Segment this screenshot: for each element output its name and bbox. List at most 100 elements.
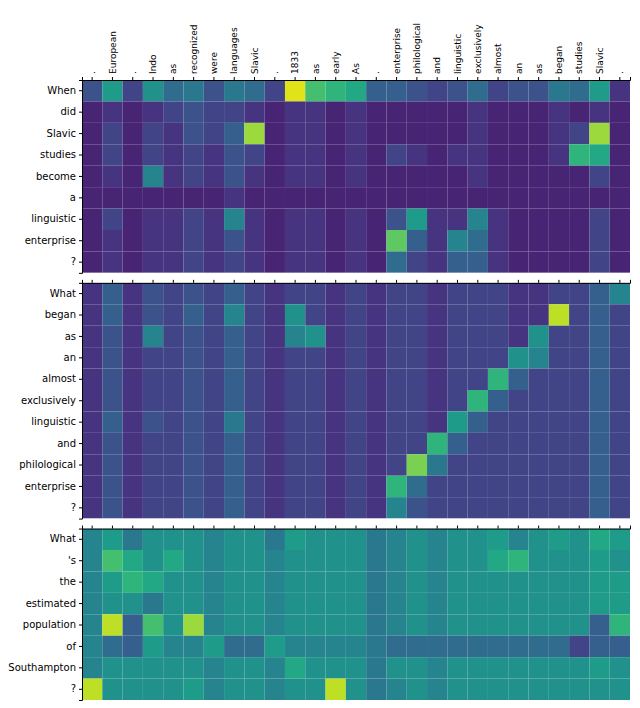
cell	[163, 550, 183, 571]
cell	[427, 101, 447, 122]
cell	[447, 123, 467, 144]
cell	[183, 571, 203, 592]
cell	[82, 571, 102, 592]
cell	[488, 433, 508, 454]
cell	[183, 454, 203, 475]
cell	[488, 454, 508, 475]
cell	[407, 209, 427, 230]
axis-domain	[79, 283, 83, 519]
cell	[102, 636, 122, 657]
x-axis	[83, 526, 631, 530]
cell	[82, 433, 102, 454]
cell	[529, 411, 549, 432]
cell	[123, 636, 143, 657]
tick-mark	[295, 280, 296, 283]
cell	[427, 123, 447, 144]
cell	[82, 80, 102, 101]
cell	[346, 411, 366, 432]
tick-mark	[356, 280, 357, 283]
cell	[326, 433, 346, 454]
cell	[447, 454, 467, 475]
cell	[285, 497, 305, 518]
cell	[326, 347, 346, 368]
y-tick: What	[50, 533, 82, 544]
cell	[265, 390, 285, 411]
cell	[529, 123, 549, 144]
x-tick: studies	[574, 41, 584, 80]
cell	[285, 571, 305, 592]
y-tick: began	[45, 309, 82, 320]
cell	[468, 497, 488, 518]
cell	[82, 187, 102, 208]
cell	[569, 529, 589, 550]
cell	[366, 433, 386, 454]
cell	[488, 411, 508, 432]
tick-mark	[538, 526, 539, 529]
x-tick	[619, 280, 620, 283]
cell	[265, 230, 285, 251]
tick-mark	[558, 280, 559, 283]
cell	[224, 123, 244, 144]
cell	[468, 187, 488, 208]
cell	[589, 550, 609, 571]
tick-mark	[234, 77, 235, 80]
cell	[305, 369, 325, 390]
heatmap-panel: What'stheestimatedpopulationofSouthampto…	[8, 526, 630, 701]
tick-mark	[335, 526, 336, 529]
cell	[102, 369, 122, 390]
tick-mark	[315, 77, 316, 80]
cell	[610, 529, 630, 550]
cell	[265, 123, 285, 144]
cell	[204, 550, 224, 571]
cell	[427, 251, 447, 272]
cell	[102, 390, 122, 411]
cell	[346, 80, 366, 101]
cell	[569, 476, 589, 497]
cell	[204, 679, 224, 700]
x-tick	[457, 526, 458, 529]
cell	[123, 123, 143, 144]
x-tick	[153, 280, 154, 283]
cell	[326, 571, 346, 592]
cell	[366, 390, 386, 411]
cell	[305, 679, 325, 700]
cell	[346, 209, 366, 230]
cell	[123, 230, 143, 251]
tick-mark	[579, 77, 580, 80]
cell	[326, 166, 346, 187]
cell	[204, 636, 224, 657]
cell	[427, 454, 447, 475]
cell	[386, 657, 406, 678]
x-tick	[477, 280, 478, 283]
cell	[508, 433, 528, 454]
cell	[346, 326, 366, 347]
cell	[244, 369, 264, 390]
x-tick-label: languages	[229, 27, 239, 74]
tick-mark	[335, 77, 336, 80]
axis-domain	[83, 77, 631, 81]
tick-mark	[79, 379, 82, 380]
cell	[386, 497, 406, 518]
cell	[386, 347, 406, 368]
cell	[285, 657, 305, 678]
cell	[102, 123, 122, 144]
cell	[366, 283, 386, 304]
cell	[508, 251, 528, 272]
y-tick: and	[57, 438, 82, 449]
y-tick: When	[47, 85, 82, 96]
cell	[224, 209, 244, 230]
cell	[549, 411, 569, 432]
x-tick	[234, 526, 235, 529]
cell	[244, 230, 264, 251]
cell	[265, 550, 285, 571]
tick-mark	[79, 400, 82, 401]
cell	[244, 679, 264, 700]
cell	[529, 166, 549, 187]
cell	[366, 326, 386, 347]
cell	[183, 476, 203, 497]
cell	[447, 187, 467, 208]
cell	[326, 593, 346, 614]
tick-mark	[153, 77, 154, 80]
cell	[102, 657, 122, 678]
cell	[143, 80, 163, 101]
